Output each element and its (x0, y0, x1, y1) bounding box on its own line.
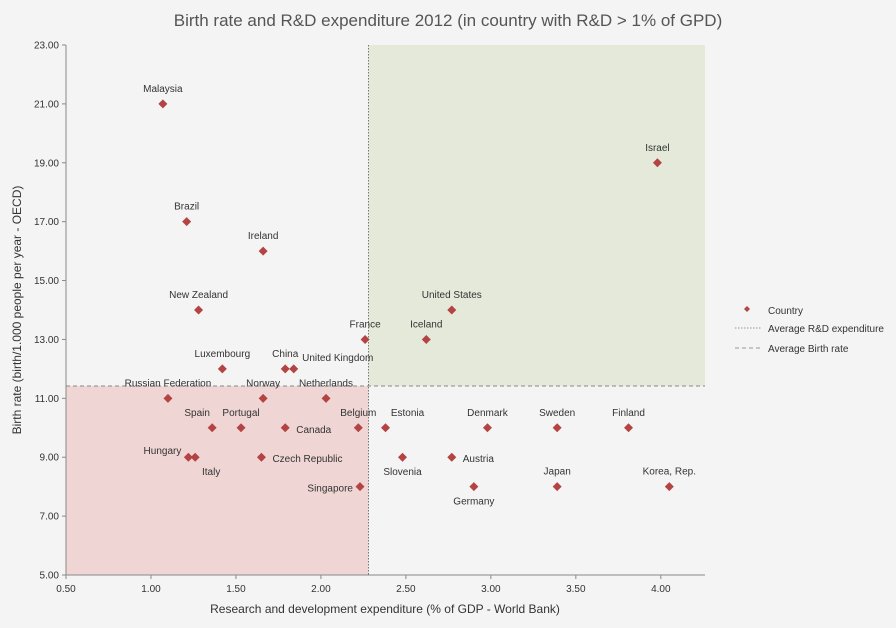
data-point (482, 423, 492, 433)
data-point (381, 423, 390, 433)
data-point (624, 423, 634, 433)
data-label: Czech Republic (272, 454, 342, 465)
data-label: Israel (645, 143, 669, 154)
data-label: Norway (246, 378, 280, 389)
legend-label-rd: Average R&D expenditure (768, 324, 884, 335)
data-label: France (350, 319, 382, 330)
data-label: Estonia (391, 408, 425, 419)
data-point (217, 364, 227, 374)
legend: Country Average R&D expenditure Average … (735, 306, 884, 355)
data-label: Hungary (144, 446, 182, 457)
data-label: United Kingdom (302, 353, 373, 364)
y-tick-label: 7.00 (40, 512, 60, 523)
x-tick-label: 3.50 (566, 584, 586, 595)
data-point (280, 423, 290, 433)
legend-label-birth: Average Birth rate (768, 344, 849, 355)
data-label: Ireland (248, 231, 279, 242)
x-axis-label: Research and development expenditure (% … (210, 602, 560, 616)
y-tick-label: 17.00 (34, 217, 59, 228)
data-point (190, 452, 200, 462)
data-point (652, 158, 662, 168)
low-quadrant-shade (66, 385, 369, 575)
data-point (182, 217, 192, 227)
y-tick-label: 11.00 (35, 394, 60, 405)
data-point (360, 334, 370, 344)
data-point (289, 364, 299, 374)
data-point (236, 423, 246, 433)
plot-area: 0.50 1.00 1.50 2.00 2.50 3.00 3.50 4.00 5.00 7.00… (34, 41, 705, 595)
data-point (421, 334, 431, 344)
y-tick-label: 23.00 (34, 41, 59, 52)
data-point (552, 423, 562, 433)
data-label: Italy (202, 467, 220, 478)
data-label: Brazil (174, 202, 199, 213)
y-tick-label: 13.00 (34, 335, 59, 346)
y-tick-label: 5.00 (40, 571, 60, 582)
data-label: United States (422, 290, 482, 301)
data-point (158, 99, 168, 109)
data-label: Finland (612, 408, 645, 419)
x-tick-label: 1.00 (141, 584, 161, 595)
data-label: Russian Federation (125, 378, 212, 389)
data-label: Spain (184, 408, 210, 419)
data-point (447, 452, 457, 462)
x-tick-label: 1.50 (226, 584, 246, 595)
y-tick-label: 15.00 (34, 276, 59, 287)
data-point (321, 393, 331, 403)
data-point (194, 305, 204, 315)
y-tick-label: 9.00 (40, 453, 60, 464)
data-point (256, 452, 266, 462)
data-label: Slovenia (383, 467, 422, 478)
data-label: Iceland (410, 319, 442, 330)
data-label: Singapore (307, 484, 353, 495)
chart-title: Birth rate and R&D expenditure 2012 (in … (174, 11, 723, 30)
data-label: Germany (453, 497, 494, 508)
data-point (664, 482, 674, 492)
data-point (163, 393, 173, 403)
data-point (258, 393, 268, 403)
data-label: Denmark (467, 408, 509, 419)
legend-marker-country (744, 306, 750, 312)
data-point (469, 482, 479, 492)
data-point (258, 246, 268, 256)
data-label: Belgium (340, 408, 376, 419)
data-label: Malaysia (143, 84, 183, 95)
data-point (397, 452, 407, 462)
data-label: Austria (463, 454, 495, 465)
data-label: China (272, 349, 299, 360)
data-point (280, 364, 290, 374)
y-tick-label: 21.00 (34, 99, 59, 110)
data-label: Netherlands (299, 378, 353, 389)
data-label: Japan (544, 467, 571, 478)
x-tick-label: 0.50 (56, 584, 76, 595)
y-axis-label: Birth rate (birth/1.000 people per year … (10, 186, 24, 435)
data-point (552, 482, 562, 492)
data-label: Korea, Rep. (643, 467, 696, 478)
x-tick-label: 2.50 (396, 584, 416, 595)
data-label: Sweden (539, 408, 575, 419)
data-label: New Zealand (169, 290, 228, 301)
x-tick-label: 3.00 (481, 584, 501, 595)
x-tick-label: 4.00 (651, 584, 671, 595)
data-label: Canada (296, 425, 331, 436)
legend-label-country: Country (768, 306, 803, 317)
data-point (183, 452, 193, 462)
data-label: Portugal (222, 408, 259, 419)
data-point (447, 305, 457, 315)
data-label: Luxembourg (195, 349, 251, 360)
y-tick-label: 19.00 (34, 158, 59, 169)
x-tick-label: 2.00 (311, 584, 331, 595)
data-point (355, 482, 365, 492)
high-quadrant-shade (368, 45, 705, 386)
data-point (207, 423, 217, 433)
data-point (353, 423, 363, 433)
